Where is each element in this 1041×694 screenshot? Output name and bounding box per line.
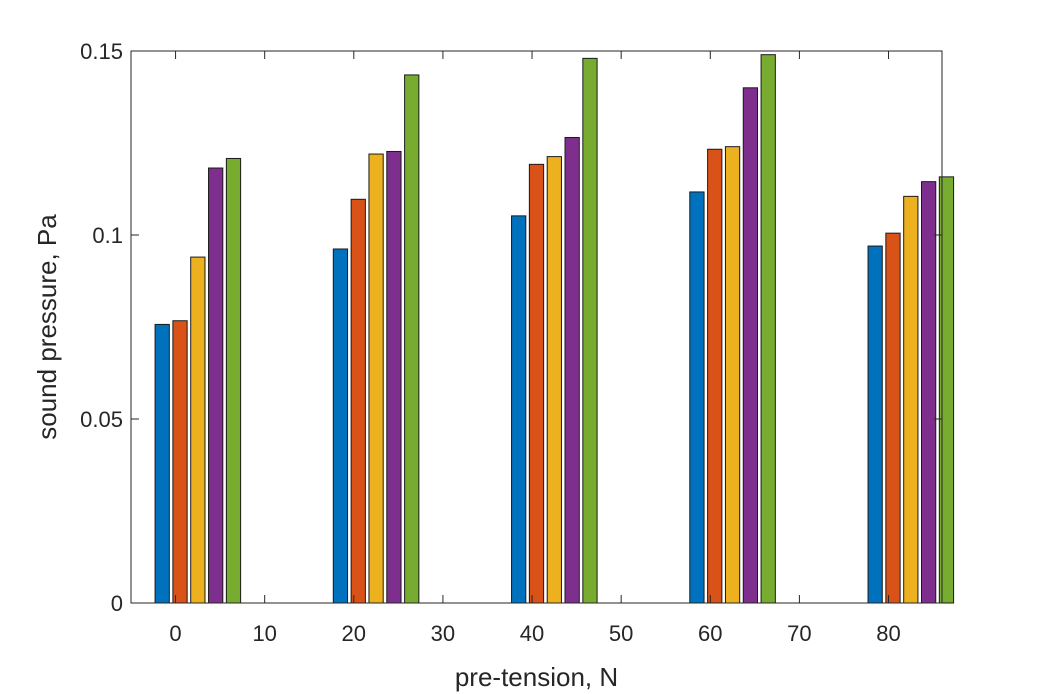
x-tick-label: 10 <box>252 621 276 646</box>
bar-series-4-group-40 <box>564 136 580 604</box>
y-axis: 0 0.05 0.1 0.15 <box>80 39 942 616</box>
y-tick-label: 0 <box>111 591 123 616</box>
bar-series-4-group-0 <box>208 167 224 604</box>
y-tick-label: 0.15 <box>80 39 123 64</box>
bar-series-5-group-20 <box>404 74 420 604</box>
plot-area-frame <box>130 50 943 604</box>
x-tick-label: 20 <box>342 621 366 646</box>
bar-series-5-group-40 <box>582 57 598 604</box>
y-tick-label: 0.1 <box>92 223 123 248</box>
bar-series-1-group-20 <box>332 248 349 604</box>
bar-series-4-group-60 <box>742 87 759 604</box>
y-axis-label: sound pressure, Pa <box>32 214 62 440</box>
bar-series-3-group-40 <box>546 156 562 604</box>
bar-series-5-group-60 <box>760 54 776 604</box>
bar-series-2-group-0 <box>172 320 188 604</box>
bar-series-5-group-80 <box>938 176 955 604</box>
bar-series-1-group-80 <box>867 245 883 604</box>
bar-series-1-group-40 <box>511 215 527 604</box>
x-tick-label: 30 <box>431 621 455 646</box>
x-axis-label: pre-tension, N <box>455 662 618 692</box>
bar-series-3-group-20 <box>368 153 384 604</box>
bar-series-2-group-20 <box>350 198 366 604</box>
x-axis: 0 10 20 30 40 50 60 70 80 <box>169 51 901 646</box>
x-tick-label: 0 <box>169 621 181 646</box>
x-tick-label: 70 <box>787 621 811 646</box>
bar-series-4-group-20 <box>386 150 402 604</box>
bar-series-3-group-0 <box>190 256 206 604</box>
bar-series-3-group-60 <box>724 146 741 604</box>
bar-series-3-group-80 <box>903 195 919 604</box>
bar-series-2-group-60 <box>707 148 723 604</box>
bar-series-5-group-0 <box>225 157 242 604</box>
x-tick-label: 80 <box>876 621 900 646</box>
y-tick-label: 0.05 <box>80 407 123 432</box>
bar-series-1-group-60 <box>689 191 705 604</box>
x-tick-label: 50 <box>609 621 633 646</box>
x-tick-label: 40 <box>520 621 544 646</box>
bar-series-2-group-40 <box>528 163 545 604</box>
bar-series-4-group-80 <box>921 181 937 604</box>
x-tick-label: 60 <box>698 621 722 646</box>
bar-series-1-group-0 <box>154 323 170 604</box>
bars-group <box>154 54 955 604</box>
bar-series-2-group-80 <box>885 232 901 604</box>
